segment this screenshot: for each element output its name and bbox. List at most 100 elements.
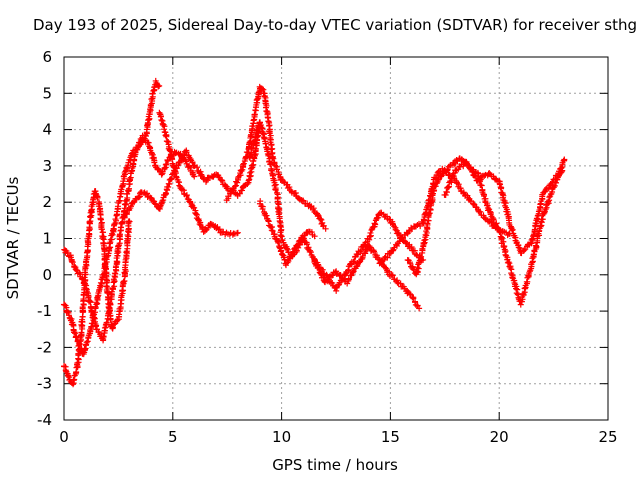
data-point: [329, 272, 336, 279]
data-point: [172, 169, 179, 176]
chart-title: Day 193 of 2025, Sidereal Day-to-day VTE…: [33, 16, 637, 34]
data-point: [114, 259, 121, 266]
data-point: [123, 211, 130, 218]
data-point: [292, 190, 299, 197]
data-point: [87, 213, 94, 220]
data-point: [350, 268, 357, 275]
data-point: [323, 271, 330, 278]
data-point: [283, 245, 290, 252]
data-point: [162, 190, 169, 197]
data-point: [276, 244, 283, 251]
data-point: [73, 334, 80, 341]
data-point: [111, 221, 118, 228]
series-sat-track-h: [256, 198, 423, 312]
x-tick-label: 0: [59, 428, 69, 446]
series-sat-track-c: [60, 77, 163, 358]
data-point: [409, 263, 416, 270]
data-point: [322, 225, 329, 232]
data-point: [320, 222, 327, 229]
data-point: [268, 227, 275, 234]
data-point: [165, 157, 172, 164]
data-point: [394, 279, 401, 286]
x-tick-label: 10: [272, 428, 291, 446]
data-point: [307, 249, 314, 256]
data-point: [262, 140, 269, 147]
data-point: [149, 90, 156, 97]
data-point: [250, 117, 257, 124]
data-point: [366, 236, 373, 243]
data-point: [71, 329, 78, 336]
data-point: [176, 182, 183, 189]
y-tick-label: -4: [37, 411, 52, 429]
data-point: [392, 226, 399, 233]
y-tick-label: 5: [42, 84, 52, 102]
data-point: [382, 264, 389, 271]
data-point: [472, 173, 479, 180]
data-point: [477, 176, 484, 183]
data-point: [308, 229, 315, 236]
data-point: [166, 147, 173, 154]
data-point: [275, 239, 282, 246]
data-point: [550, 184, 557, 191]
data-point: [350, 259, 357, 266]
y-tick-label: 4: [42, 121, 52, 139]
x-tick-label: 20: [490, 428, 509, 446]
data-point: [445, 184, 452, 191]
data-point: [427, 206, 434, 213]
data-point: [426, 210, 433, 217]
data-point: [389, 272, 396, 279]
y-tick-label: -2: [37, 338, 52, 356]
data-point: [193, 211, 200, 218]
data-point: [88, 320, 95, 327]
data-point: [231, 183, 238, 190]
data-point: [219, 177, 226, 184]
data-point: [474, 170, 481, 177]
data-point: [97, 279, 104, 286]
data-point: [316, 264, 323, 271]
data-point: [131, 157, 138, 164]
data-point: [240, 161, 247, 168]
data-point: [94, 194, 101, 201]
data-point: [469, 168, 476, 175]
data-point: [521, 247, 528, 254]
data-point: [319, 266, 326, 273]
data-point: [532, 220, 539, 227]
data-point: [525, 272, 532, 279]
data-point: [329, 279, 336, 286]
data-point: [163, 161, 170, 168]
data-point: [278, 247, 285, 254]
data-point: [541, 188, 548, 195]
data-point: [315, 261, 322, 268]
data-point: [259, 85, 266, 92]
data-point: [128, 203, 135, 210]
data-point: [521, 285, 528, 292]
data-point: [268, 167, 275, 174]
data-point: [158, 117, 165, 124]
data-point: [69, 259, 76, 266]
data-point: [74, 360, 81, 367]
data-point: [370, 247, 377, 254]
data-point: [238, 168, 245, 175]
data-point: [61, 301, 68, 308]
data-point: [310, 205, 317, 212]
data-point: [128, 168, 135, 175]
data-point: [561, 156, 568, 163]
data-point: [367, 229, 374, 236]
data-point: [477, 208, 484, 215]
data-point: [345, 276, 352, 283]
data-point: [412, 299, 419, 306]
data-point: [84, 338, 91, 345]
data-point: [418, 253, 425, 260]
data-point: [532, 242, 539, 249]
data-point: [189, 159, 196, 166]
series-sat-track-i: [311, 209, 427, 294]
y-tick-label: -3: [37, 375, 52, 393]
data-point: [123, 249, 130, 256]
data-point: [145, 139, 152, 146]
data-point: [372, 221, 379, 228]
data-point: [311, 233, 318, 240]
data-point: [378, 257, 385, 264]
data-point: [244, 181, 251, 188]
